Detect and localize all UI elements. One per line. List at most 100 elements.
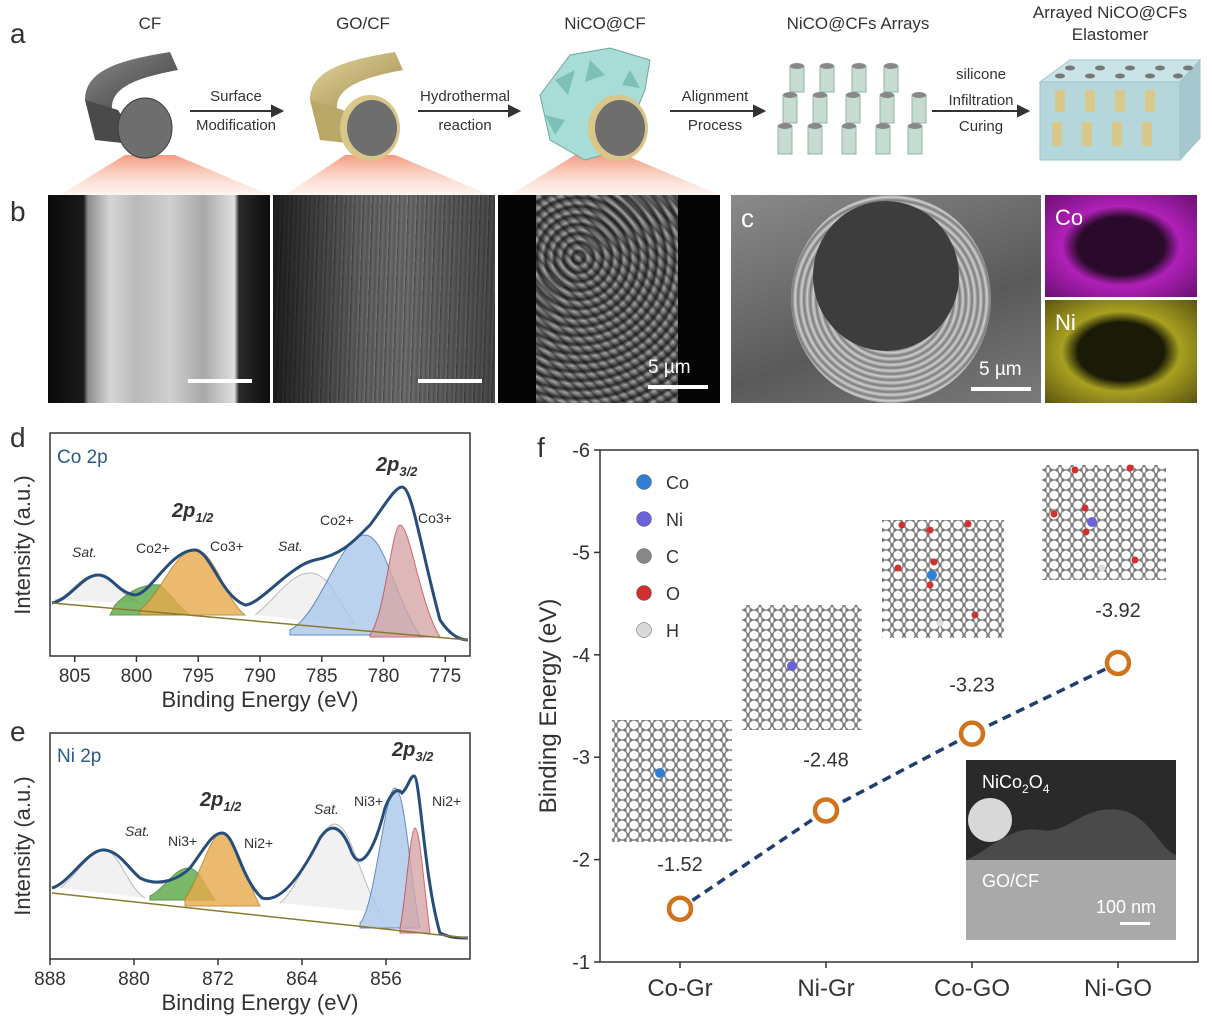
eds-map-ni: Ni (1045, 300, 1197, 403)
elastomer-block-icon (1038, 58, 1202, 162)
binding-energy-series: -1.52 -2.48 -3.23 -3.92 (657, 600, 1141, 923)
legend-label: H (666, 621, 679, 641)
data-label: -2.48 (803, 749, 849, 771)
y-tick-label: -5 (572, 542, 590, 564)
step1-line1: Surface (210, 88, 262, 105)
x-tick-label: 888 (34, 969, 66, 990)
data-point (1104, 649, 1132, 677)
panel-label-a: a (10, 18, 26, 49)
x-ticks: 888 880 872 864 856 (34, 959, 402, 990)
panel-label-f: f (537, 432, 545, 463)
tem-inset-image (966, 760, 1176, 940)
sem-image-nico-cf: 5 µm (498, 195, 720, 403)
binding-energy-chart: -1 -2 -3 -4 -5 -6 Co-Gr Ni-Gr Co-GO Ni-GO Bindin… (535, 440, 1199, 1002)
scale-bar (648, 385, 708, 389)
step3-line1: Alignment (681, 88, 749, 105)
nico-cf-arrays-icon (777, 63, 927, 155)
x-tick-label: 795 (182, 666, 214, 687)
peak-label-ni2: Ni2+ (432, 793, 461, 809)
x-tick-label: Ni-Gr (797, 975, 854, 1002)
y-ticks: -1 -2 -3 -4 -5 -6 (572, 440, 600, 974)
xps-ni-chart: Ni 2p Sat. Ni3+ Ni2+ Sat. Ni3+ Ni2+ 2p1/… (10, 732, 471, 1015)
glow-cone-3 (510, 155, 720, 195)
process-arrows (190, 104, 1031, 118)
peak-label-ni3: Ni3+ (168, 833, 197, 849)
y-tick-label: -1 (572, 952, 590, 974)
annotation-2p12: 2p1/2 (199, 789, 242, 814)
peak-label-sat: Sat. (72, 544, 97, 560)
chart-title: Ni 2p (57, 746, 101, 767)
y-axis-label: Binding Energy (eV) (535, 599, 562, 814)
x-tick-label: 780 (368, 666, 400, 687)
tem-bottom-label: GO/CF (982, 871, 1039, 891)
sem-image-cf (48, 195, 270, 403)
stage-label-nico-cf: NiCO@CF (564, 14, 646, 33)
x-axis-label: Binding Energy (eV) (162, 990, 359, 1015)
eds-co-label: Co (1055, 205, 1084, 230)
legend-label: C (666, 547, 679, 567)
step4-line2: Infiltration (948, 92, 1014, 109)
xps-co-envelope (51, 485, 469, 642)
step4-line1: silicone (955, 66, 1007, 83)
x-tick-label: 856 (370, 969, 402, 990)
scale-label: 5 µm (648, 357, 691, 378)
y-tick-label: -6 (572, 440, 590, 462)
stage-label-cf: CF (138, 14, 162, 33)
data-label: -1.52 (657, 854, 703, 876)
scale-bar (418, 379, 482, 383)
peak-label-co3: Co3+ (210, 538, 244, 554)
step2-line2: reaction (438, 117, 492, 134)
y-tick-label: -2 (572, 850, 590, 872)
peak-label-co2: Co2+ (320, 512, 354, 528)
step4-line3: Curing (958, 118, 1004, 135)
x-tick-label: 805 (59, 666, 91, 687)
peak-label-sat: Sat. (125, 823, 150, 839)
atom-legend: Co Ni COH (636, 473, 689, 641)
xps-ni-baseline (51, 892, 469, 939)
xps-ni-envelope (51, 774, 469, 940)
stage-label-elastomer: Arrayed NiCO@CFs Elastomer (1032, 3, 1188, 44)
structure-ni-gr-icon (742, 605, 862, 730)
plot-frame (49, 732, 471, 960)
legend-label: Ni (666, 510, 683, 530)
x-ticks: Co-Gr Ni-Gr Co-GO Ni-GO (647, 962, 1152, 1002)
annotation-2p32: 2p3/2 (375, 454, 418, 479)
x-axis-label: Binding Energy (eV) (162, 687, 359, 712)
peak-label-ni3: Ni3+ (354, 793, 383, 809)
data-label: -3.92 (1095, 600, 1141, 622)
x-tick-label: 790 (244, 666, 276, 687)
xps-co-fits (54, 524, 441, 638)
step3-label: Alignment Process (666, 82, 764, 140)
legend-label: O (666, 584, 680, 604)
plot-frame (599, 449, 1199, 963)
stage-label-arrays: NiCO@CFs Arrays (786, 14, 930, 33)
step1-line2: Modification (195, 117, 277, 134)
gocf-fiber-icon (310, 52, 403, 161)
data-point (666, 895, 694, 923)
xps-co-chart: Co 2p Sat. Co2+ Co3+ Sat. Co2+ Co3+ 2p1/… (10, 432, 471, 712)
legend-swatch (636, 622, 652, 638)
panel-label-b: b (10, 196, 26, 227)
tem-scale-label: 100 nm (1096, 897, 1156, 917)
annotation-2p12: 2p1/2 (171, 500, 214, 525)
panel-label-d: d (10, 422, 26, 453)
x-tick-label: 880 (118, 969, 150, 990)
legend-label: Co (666, 473, 689, 493)
scale-bar (971, 387, 1031, 391)
step3-line2: Process (687, 117, 743, 134)
structure-ni-go-icon (1042, 464, 1166, 580)
step2-line1: Hydrothermal (419, 88, 511, 105)
x-tick-label: Co-GO (934, 975, 1010, 1002)
legend-swatch (636, 511, 652, 527)
cf-fiber-icon (85, 52, 178, 159)
data-label: -3.23 (949, 675, 995, 697)
peak-label-sat: Sat. (314, 801, 339, 817)
y-axis-label: Intensity (a.u.) (10, 475, 35, 614)
legend-swatch (636, 585, 652, 601)
x-ticks: 805 800 795 790 785 780 775 (59, 656, 461, 687)
x-tick-label: 800 (121, 666, 153, 687)
legend-swatch (636, 548, 652, 564)
peak-label-sat: Sat. (278, 538, 303, 554)
chart-title: Co 2p (57, 447, 108, 468)
peak-label-co3: Co3+ (418, 510, 452, 526)
